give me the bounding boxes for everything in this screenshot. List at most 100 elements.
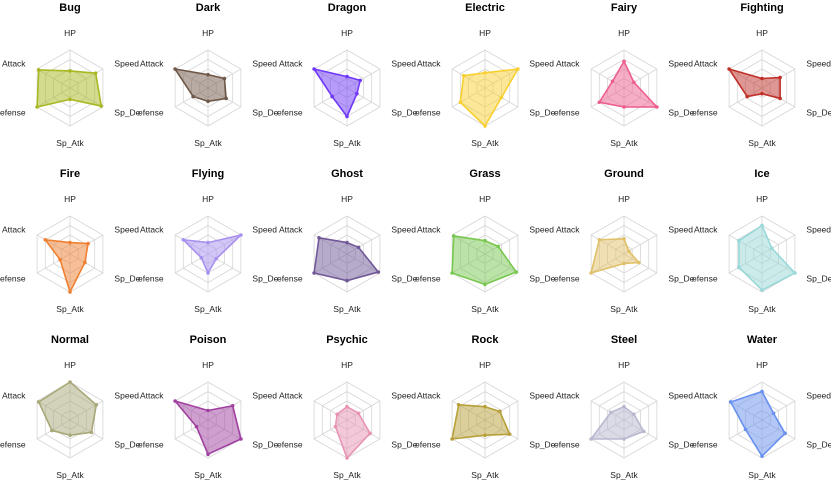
axis-label-attack: Attack — [140, 225, 164, 235]
axis-label-speed: Speed — [252, 391, 277, 401]
axis-label-sp-de: Sp_De — [529, 440, 555, 450]
axis-label-defense: efense — [0, 274, 26, 284]
data-point-hp — [68, 69, 72, 73]
axis-label-sp-de: Sp_De — [806, 440, 831, 450]
axis-label-sp-atk: Sp_Atk — [56, 304, 84, 314]
axis-label-attack: Attack — [417, 225, 441, 235]
axis-label-sp-atk: Sp_Atk — [56, 470, 84, 480]
data-point-sp-atk — [622, 437, 626, 441]
axis-label-hp: HP — [64, 28, 76, 38]
radar-panel-bug: Bug HP Speed Sp_De Sp_Atk efense Attack — [0, 2, 141, 148]
radar-panel-ice: Ice HP Speed Sp_De Sp_Atk efense Attack — [692, 168, 831, 314]
radar-panel-fire: Fire HP Speed Sp_De Sp_Atk efense Attack — [0, 168, 141, 314]
series-area-electric — [459, 68, 519, 127]
axis-label-hp: HP — [756, 194, 768, 204]
data-point-attack — [610, 79, 615, 84]
data-point-sp-de — [376, 270, 381, 274]
panel-title-dragon: Dragon — [328, 2, 367, 14]
axis-label-hp: HP — [756, 28, 768, 38]
axis-label-speed: Speed — [668, 225, 693, 235]
data-point-defense — [743, 427, 748, 432]
data-point-sp-atk — [760, 91, 764, 96]
data-point-hp — [206, 72, 210, 77]
axis-label-speed: Speed — [252, 59, 277, 69]
data-point-sp-atk — [483, 282, 487, 287]
panel-title-fighting: Fighting — [740, 2, 783, 14]
radar-panel-ground: Ground HP Speed Sp_De Sp_Atk efense Attack — [554, 168, 695, 314]
axis-label-hp: HP — [64, 360, 76, 370]
axis-label-speed: Speed — [668, 59, 693, 69]
data-point-speed — [86, 241, 90, 246]
axis-label-sp-de: Sp_De — [391, 108, 417, 118]
radar-panel-dragon: Dragon HP Speed Sp_De Sp_Atk efense Attack — [277, 2, 418, 148]
axis-label-hp: HP — [618, 194, 630, 204]
axis-label-sp-atk: Sp_Atk — [333, 470, 361, 480]
data-point-sp-atk — [206, 452, 210, 457]
data-point-sp-de — [793, 271, 797, 275]
data-point-speed — [516, 67, 520, 71]
data-point-speed — [239, 233, 243, 237]
panel-title-water: Water — [747, 334, 778, 346]
data-point-speed — [230, 403, 235, 408]
radar-panel-psychic: Psychic HP Speed Sp_De Sp_Atk efense Attack — [277, 334, 418, 480]
data-point-sp-de — [214, 256, 219, 261]
axis-label-sp-atk: Sp_Atk — [610, 470, 638, 480]
radar-panel-ghost: Ghost HP Speed Sp_De Sp_Atk efense Attack — [277, 168, 418, 314]
data-point-hp — [760, 76, 764, 81]
data-point-defense — [745, 94, 749, 99]
data-point-defense — [450, 271, 454, 275]
series-area-flying — [182, 234, 242, 274]
data-point-attack — [317, 236, 321, 240]
data-point-speed — [627, 249, 631, 253]
data-point-speed — [94, 403, 99, 407]
data-point-hp — [68, 240, 72, 245]
panel-title-ghost: Ghost — [331, 168, 363, 180]
axis-label-defense: efense — [415, 108, 441, 118]
data-point-speed — [778, 75, 782, 80]
radar-panel-water: Water HP Speed Sp_De Sp_Atk efense Attack — [692, 334, 831, 480]
axis-label-attack: Attack — [279, 225, 303, 235]
data-point-defense — [737, 265, 741, 270]
axis-label-sp-atk: Sp_Atk — [748, 470, 776, 480]
data-point-attack — [335, 412, 339, 417]
axis-label-attack: Attack — [140, 59, 164, 69]
data-point-sp-atk — [760, 288, 764, 292]
axis-label-defense: efense — [277, 274, 303, 284]
data-point-attack — [181, 237, 186, 242]
axis-label-sp-de: Sp_De — [114, 274, 140, 284]
axis-label-defense: efense — [554, 440, 580, 450]
data-point-attack — [36, 400, 41, 404]
axis-label-sp-de: Sp_De — [806, 108, 831, 118]
axis-label-defense: efense — [415, 440, 441, 450]
data-point-attack — [609, 410, 613, 415]
data-point-sp-atk — [760, 454, 764, 458]
panel-title-normal: Normal — [51, 334, 89, 346]
panel-title-psychic: Psychic — [326, 334, 368, 346]
axis-label-sp-atk: Sp_Atk — [610, 304, 638, 314]
data-point-hp — [760, 223, 764, 228]
series-area-ghost — [313, 237, 380, 282]
panel-title-steel: Steel — [611, 334, 637, 346]
data-point-hp — [345, 240, 349, 245]
data-point-defense — [589, 271, 593, 275]
data-point-defense — [35, 105, 39, 109]
radar-panel-flying: Flying HP Speed Sp_De Sp_Atk efense Attack — [138, 168, 279, 314]
axis-label-attack: Attack — [694, 391, 718, 401]
data-point-sp-de — [637, 260, 641, 265]
axis-label-hp: HP — [618, 360, 630, 370]
axis-label-hp: HP — [341, 28, 353, 38]
axis-label-hp: HP — [202, 194, 214, 204]
data-point-attack — [451, 234, 456, 238]
axis-label-hp: HP — [64, 194, 76, 204]
axis-label-defense: efense — [415, 274, 441, 284]
data-point-sp-atk — [68, 97, 72, 102]
data-point-hp — [206, 408, 210, 413]
axis-label-sp-atk: Sp_Atk — [748, 138, 776, 148]
axis-label-speed: Speed — [252, 225, 277, 235]
axis-label-defense: efense — [138, 108, 164, 118]
data-point-sp-de — [507, 432, 512, 437]
axis-label-hp: HP — [341, 194, 353, 204]
axis-label-attack: Attack — [417, 59, 441, 69]
panel-title-fairy: Fairy — [611, 2, 638, 14]
